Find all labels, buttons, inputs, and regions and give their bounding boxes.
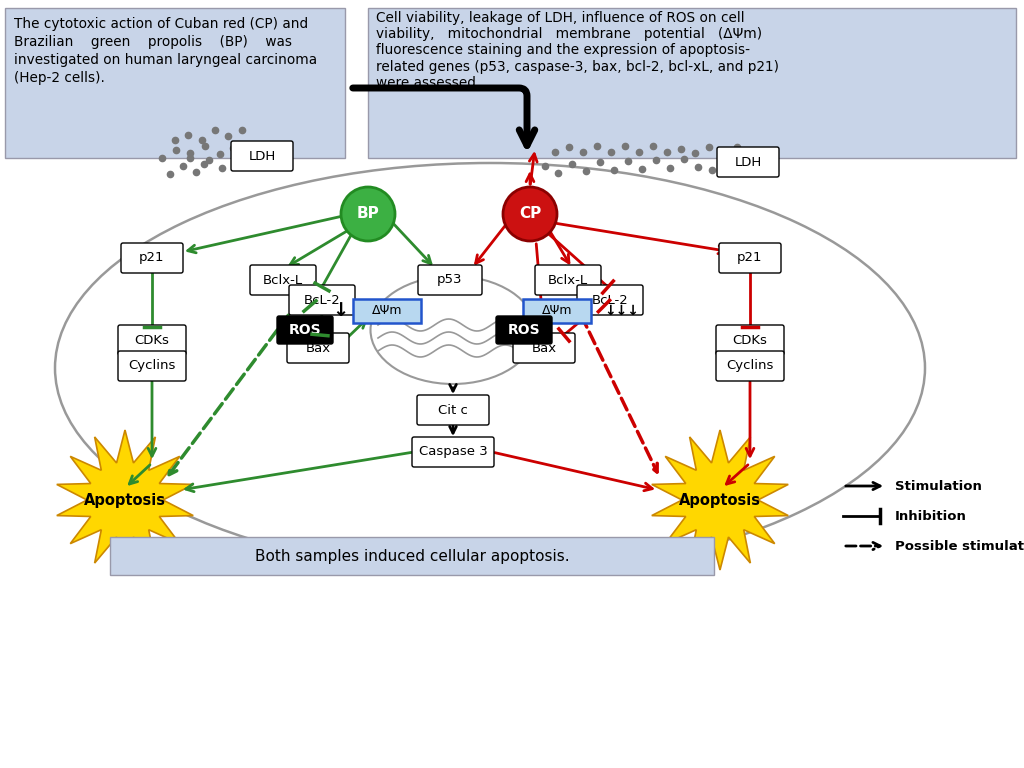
Text: ROS: ROS bbox=[508, 323, 541, 337]
FancyBboxPatch shape bbox=[287, 333, 349, 363]
FancyBboxPatch shape bbox=[716, 325, 784, 355]
Text: Inhibition: Inhibition bbox=[895, 509, 967, 522]
Ellipse shape bbox=[55, 163, 925, 573]
Text: Bax: Bax bbox=[305, 342, 331, 355]
Text: BcL-2: BcL-2 bbox=[592, 293, 629, 306]
Text: ↓: ↓ bbox=[332, 300, 348, 319]
Text: LDH: LDH bbox=[734, 155, 762, 168]
FancyBboxPatch shape bbox=[717, 147, 779, 177]
Text: Both samples induced cellular apoptosis.: Both samples induced cellular apoptosis. bbox=[255, 548, 569, 564]
FancyBboxPatch shape bbox=[418, 265, 482, 295]
Text: p21: p21 bbox=[139, 251, 165, 264]
Text: Cell viability, leakage of LDH, influence of ROS on cell
viability,   mitochondr: Cell viability, leakage of LDH, influenc… bbox=[376, 11, 779, 90]
Text: (Hep-2 cells).: (Hep-2 cells). bbox=[14, 71, 104, 85]
Text: p21: p21 bbox=[737, 251, 763, 264]
Text: Cit c: Cit c bbox=[438, 403, 468, 416]
Text: Bclx-L: Bclx-L bbox=[263, 273, 303, 286]
Ellipse shape bbox=[371, 276, 536, 384]
Text: ΔΨm: ΔΨm bbox=[372, 304, 402, 317]
Text: CP: CP bbox=[519, 207, 541, 221]
FancyBboxPatch shape bbox=[417, 395, 489, 425]
Text: Cyclins: Cyclins bbox=[128, 359, 176, 372]
Text: Stimulation: Stimulation bbox=[895, 479, 982, 492]
FancyBboxPatch shape bbox=[535, 265, 601, 295]
Text: ΔΨm: ΔΨm bbox=[542, 304, 572, 317]
FancyBboxPatch shape bbox=[719, 243, 781, 273]
FancyBboxPatch shape bbox=[412, 437, 494, 467]
Circle shape bbox=[503, 187, 557, 241]
Text: ↓↓↓: ↓↓↓ bbox=[604, 304, 639, 318]
Text: BP: BP bbox=[356, 207, 379, 221]
FancyBboxPatch shape bbox=[118, 351, 186, 381]
Circle shape bbox=[341, 187, 395, 241]
FancyBboxPatch shape bbox=[118, 325, 186, 355]
Text: p53: p53 bbox=[437, 273, 463, 286]
Text: Cyclins: Cyclins bbox=[726, 359, 774, 372]
Polygon shape bbox=[651, 430, 788, 570]
FancyBboxPatch shape bbox=[121, 243, 183, 273]
Text: ROS: ROS bbox=[289, 323, 322, 337]
Text: LDH: LDH bbox=[249, 150, 275, 163]
Text: Bclx-L: Bclx-L bbox=[548, 273, 588, 286]
FancyBboxPatch shape bbox=[368, 8, 1016, 158]
FancyBboxPatch shape bbox=[496, 316, 552, 344]
FancyBboxPatch shape bbox=[716, 351, 784, 381]
FancyBboxPatch shape bbox=[5, 8, 345, 158]
FancyBboxPatch shape bbox=[250, 265, 316, 295]
FancyBboxPatch shape bbox=[513, 333, 575, 363]
Text: Apoptosis: Apoptosis bbox=[679, 492, 761, 508]
Polygon shape bbox=[56, 430, 194, 570]
Text: investigated on human laryngeal carcinoma: investigated on human laryngeal carcinom… bbox=[14, 53, 317, 67]
Text: Bax: Bax bbox=[531, 342, 557, 355]
FancyBboxPatch shape bbox=[278, 316, 333, 344]
FancyBboxPatch shape bbox=[289, 285, 355, 315]
FancyBboxPatch shape bbox=[110, 537, 714, 575]
Text: Brazilian    green    propolis    (BP)    was: Brazilian green propolis (BP) was bbox=[14, 35, 292, 49]
Text: BcL-2: BcL-2 bbox=[304, 293, 340, 306]
FancyBboxPatch shape bbox=[353, 299, 421, 323]
Text: CDKs: CDKs bbox=[732, 333, 767, 346]
FancyBboxPatch shape bbox=[577, 285, 643, 315]
Text: Possible stimulation: Possible stimulation bbox=[895, 539, 1024, 552]
Text: Caspase 3: Caspase 3 bbox=[419, 445, 487, 458]
FancyBboxPatch shape bbox=[231, 141, 293, 171]
Text: CDKs: CDKs bbox=[134, 333, 169, 346]
Text: The cytotoxic action of Cuban red (CP) and: The cytotoxic action of Cuban red (CP) a… bbox=[14, 17, 308, 31]
FancyBboxPatch shape bbox=[523, 299, 591, 323]
Text: Apoptosis: Apoptosis bbox=[84, 492, 166, 508]
